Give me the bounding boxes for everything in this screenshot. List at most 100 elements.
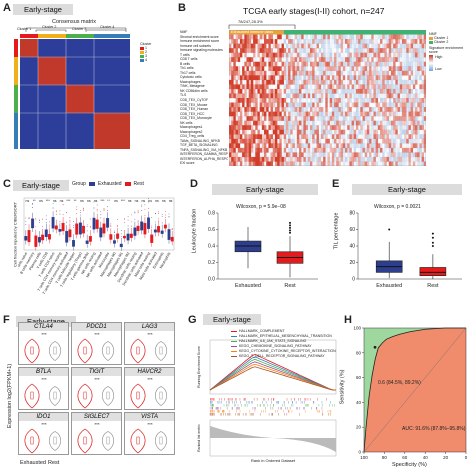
heatmap-row-label: Th1 cells — [180, 66, 194, 71]
gsea-legend-item: KEGG_T_CELL_RECEPTOR_SIGNALING_PATHWAY — [231, 354, 336, 359]
sig-mark: *** — [94, 332, 100, 337]
sig-mark: ns — [94, 199, 98, 203]
panel-letter-h: H — [344, 314, 352, 326]
box-rest — [419, 267, 447, 276]
gene-label: HAVCR2 — [125, 368, 174, 376]
cibersort-box — [116, 233, 120, 239]
violin-cell-siglec7: SIGLEC7 *** — [71, 412, 122, 455]
cibersort-box — [24, 236, 28, 241]
y-tick-label: 100 — [353, 326, 361, 331]
gsea-legend-item: KEGG_CHEMOKINE_SIGNALING_PATHWAY — [231, 344, 336, 349]
cibersort-box — [27, 230, 31, 243]
sig-mark: ns — [169, 199, 173, 203]
panel-e-ylabel: TIL percentage — [333, 212, 340, 250]
gene-label: CTLA4 — [19, 323, 68, 331]
sig-mark: *** — [46, 199, 51, 203]
cibersort-box — [78, 222, 82, 235]
panel-b-legend: NMF Cluster 1 Cluster 2 Signature enrich… — [429, 32, 471, 71]
violin-shape — [24, 428, 40, 454]
cibersort-box — [82, 225, 86, 234]
heatmap-row-label: Macrophages — [180, 79, 201, 84]
y-tick-label: 20 — [356, 425, 362, 430]
cibersort-boxplot: nsB cells naive**B cells memorynsPlasma … — [18, 197, 175, 295]
cibersort-box — [75, 223, 79, 235]
heatmap-row-label: Th17 cells — [180, 70, 196, 75]
panel-f-stage-badge: Early-stage — [16, 316, 76, 327]
violin-shape — [101, 341, 115, 362]
heatmap-row-label: Macrophages1 — [180, 125, 203, 130]
violin-shape — [130, 338, 146, 364]
cibersort-box — [44, 229, 48, 238]
legend-rest: Rest — [133, 181, 144, 187]
enrichment-curve — [209, 358, 336, 391]
outlier-point — [388, 228, 391, 231]
panel-b-row-labels: NMF Stromal enrichment score Immune enrich… — [180, 30, 228, 166]
sig-mark: ** — [33, 199, 36, 203]
heatmap-row-label: CD8_TEX_Human — [180, 107, 209, 112]
sig-mark: ns — [135, 199, 139, 203]
cibersort-box — [126, 233, 130, 241]
cibersort-box — [140, 221, 144, 231]
sig-mark: *** — [147, 332, 153, 337]
sig-mark: *** — [147, 377, 153, 382]
outlier-point — [431, 241, 434, 244]
cibersort-box — [102, 223, 106, 234]
heatmap-row-label: CD8_TEX_Mouse — [180, 102, 208, 107]
nmf-legend-title: NMF — [429, 32, 437, 36]
panel-letter-c: C — [3, 178, 11, 190]
x-tick-label: 0 — [465, 455, 468, 460]
panel-d-stat: Wilcoxon, p = 5.9e−08 — [236, 204, 286, 210]
sig-mark: ns — [60, 199, 64, 203]
legend-item-3: 3 — [140, 54, 160, 58]
heatmap-row-label: TAMs_SIGNALING_NFKB — [180, 138, 220, 143]
gsea-legend-item: HALLMARK_EPITHELIAL_MESENCHYMAL_TRANSITI… — [231, 334, 336, 339]
heatmap-row-label: Cytotoxic cells — [180, 75, 202, 80]
nmf-cluster-2-bar — [283, 30, 426, 35]
heatmap-row-label: CD4_Treg_cells — [180, 134, 205, 139]
sig-mark: *** — [41, 422, 47, 427]
gene-label: PDCD1 — [72, 323, 121, 331]
gsea-xlabel: Rank in Ordered Dataset — [251, 458, 296, 463]
violin-shape — [48, 431, 62, 452]
cibersort-box — [99, 227, 103, 238]
enrichment-curve — [209, 356, 336, 391]
cluster-bar-3 — [66, 34, 94, 38]
enrichment-curve — [209, 361, 336, 391]
cibersort-box — [54, 225, 58, 230]
cibersort-box — [72, 240, 75, 247]
cibersort-box — [109, 234, 113, 240]
consensus-matrix-chart — [14, 27, 130, 149]
x-tick-label: 20 — [443, 455, 449, 460]
x-tick-label: 100 — [360, 455, 368, 460]
cell-type-label: B cells naive — [18, 252, 28, 271]
outlier-point — [289, 226, 291, 229]
sig-mark: ns — [155, 199, 159, 203]
panel-g-stage-badge: Early-stage — [203, 314, 261, 325]
sig-mark: ns — [80, 199, 84, 203]
legend-swatch-exhausted — [88, 182, 95, 186]
cluster-bar-1 — [20, 34, 38, 38]
sig-mark: *** — [100, 199, 105, 203]
violin-cell-ido1: IDO1 *** — [18, 412, 69, 455]
panel-a-title: Consensus matrix — [52, 19, 97, 25]
enrichment-curve — [209, 366, 336, 391]
panel-letter-d: D — [190, 178, 198, 190]
cibersort-box — [106, 218, 110, 228]
violin-shape — [77, 383, 93, 409]
cibersort-box — [41, 234, 45, 241]
violin-shape — [77, 428, 93, 454]
heatmap-row-label: Macrophages2 — [180, 129, 203, 134]
roc-auc-label: AUC: 91.6% (87.8%–95.8%) — [402, 426, 466, 432]
y-tick-label: 0.8 — [208, 211, 215, 217]
violin-shape — [101, 431, 115, 452]
gsea-plot: Running Enrichment Score Ranked list metr… — [197, 339, 337, 463]
sig-legend-title: Signature enrichment score — [429, 46, 464, 54]
outlier-point — [289, 231, 291, 234]
heatmap-row-label: Stromal enrichment score — [180, 34, 219, 39]
cibersort-box — [31, 218, 35, 229]
heatmap-row-label: INTERFERON_ALPHA_RESPONSE — [180, 156, 228, 161]
sig-mark: ns — [141, 199, 145, 203]
violin-cell-tigit: TIGIT *** — [71, 367, 122, 410]
gsea-ylabel-bottom: Ranked list metric — [197, 424, 201, 452]
y-tick-label: 0.0 — [208, 277, 215, 283]
